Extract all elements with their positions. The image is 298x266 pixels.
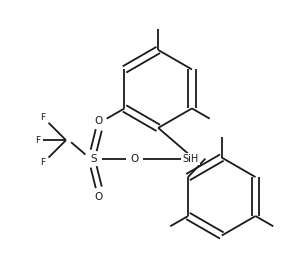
- Text: F: F: [40, 158, 45, 167]
- Text: F: F: [35, 136, 40, 145]
- Text: SiH: SiH: [183, 154, 199, 164]
- Text: O: O: [95, 192, 103, 202]
- Text: O: O: [95, 116, 103, 126]
- Text: F: F: [40, 113, 45, 122]
- Text: O: O: [131, 154, 139, 164]
- Text: S: S: [90, 154, 97, 164]
